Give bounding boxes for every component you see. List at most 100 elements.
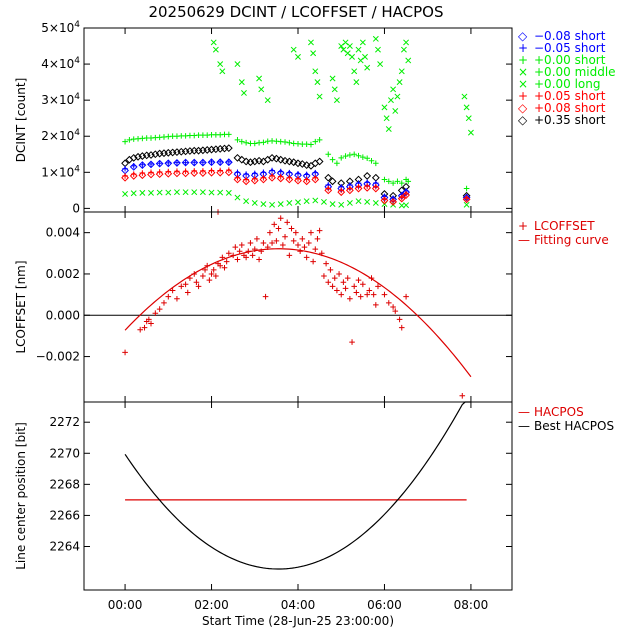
data-point bbox=[363, 183, 372, 192]
data-point bbox=[213, 273, 219, 279]
data-point bbox=[267, 229, 273, 236]
y-tick-label: 0.002 bbox=[46, 267, 80, 281]
legend-marker: + bbox=[518, 219, 528, 233]
data-point bbox=[392, 108, 399, 114]
panel-lcoffset-content: −0.002 0.000 0.002 0.004 + LCOFFSET — Fitting c… bbox=[36, 209, 609, 402]
data-point bbox=[148, 189, 154, 196]
data-point bbox=[238, 242, 245, 248]
data-point bbox=[461, 93, 468, 100]
data-point bbox=[219, 68, 226, 75]
series bbox=[121, 144, 471, 200]
panel-lcoffset-ylabel: LCOFFSET [nm] bbox=[14, 260, 28, 353]
data-point bbox=[122, 191, 129, 197]
y-tick-label: 5×104 bbox=[41, 20, 80, 35]
data-point bbox=[190, 169, 199, 177]
data-point bbox=[336, 271, 342, 277]
data-point bbox=[398, 180, 405, 186]
data-point bbox=[130, 163, 137, 169]
data-point bbox=[308, 229, 314, 236]
data-point bbox=[206, 277, 213, 283]
data-point bbox=[342, 153, 349, 159]
data-point bbox=[155, 159, 164, 168]
data-point bbox=[234, 194, 241, 201]
data-point bbox=[372, 35, 379, 42]
data-point bbox=[462, 195, 471, 204]
data-point bbox=[298, 160, 307, 168]
data-point bbox=[380, 196, 389, 205]
data-point bbox=[178, 283, 185, 290]
data-point bbox=[258, 86, 265, 93]
data-point bbox=[191, 189, 198, 196]
data-point bbox=[217, 262, 223, 269]
data-point bbox=[233, 153, 242, 162]
data-point bbox=[258, 248, 265, 255]
data-point bbox=[224, 144, 233, 153]
data-point bbox=[237, 155, 246, 164]
data-point bbox=[385, 300, 392, 306]
data-point bbox=[146, 316, 152, 323]
data-point bbox=[269, 167, 275, 174]
x-tick-label: 08:00 bbox=[454, 598, 489, 612]
data-point bbox=[191, 159, 198, 166]
data-point bbox=[260, 240, 267, 246]
data-point bbox=[268, 153, 276, 162]
data-point bbox=[366, 287, 373, 294]
data-point bbox=[312, 169, 319, 176]
data-point bbox=[260, 169, 267, 176]
data-point bbox=[198, 158, 207, 167]
data-point bbox=[467, 129, 474, 136]
data-point bbox=[216, 158, 225, 167]
data-point bbox=[174, 295, 180, 302]
data-point bbox=[139, 189, 146, 196]
data-point bbox=[329, 283, 336, 290]
data-point bbox=[207, 168, 216, 177]
data-point bbox=[293, 229, 299, 236]
data-point bbox=[286, 139, 293, 146]
data-point bbox=[295, 170, 301, 177]
data-point bbox=[314, 79, 321, 86]
data-point bbox=[155, 170, 164, 179]
data-point bbox=[165, 168, 172, 175]
data-point bbox=[344, 275, 351, 281]
data-point bbox=[338, 291, 345, 298]
legend-marker: — bbox=[518, 405, 530, 419]
data-point bbox=[353, 79, 360, 86]
data-point bbox=[243, 198, 250, 205]
data-point bbox=[275, 225, 282, 232]
panel-hacpos-content: 2264 2266 2268 2270 2272 00:00 02:00 04:00 06:00… bbox=[49, 401, 614, 612]
data-point bbox=[182, 281, 189, 288]
data-point bbox=[147, 160, 155, 169]
data-point bbox=[355, 277, 362, 283]
legend-label: +0.05 short bbox=[534, 89, 606, 103]
legend-label: −0.08 short bbox=[534, 29, 606, 43]
data-point bbox=[346, 200, 353, 206]
data-point bbox=[198, 169, 207, 177]
legend-marker: ◇ bbox=[518, 101, 528, 115]
data-point bbox=[152, 310, 159, 316]
legend-marker: + bbox=[518, 53, 528, 67]
data-point bbox=[174, 168, 180, 175]
data-point bbox=[357, 293, 364, 300]
data-point bbox=[280, 242, 286, 248]
data-point bbox=[295, 53, 301, 60]
data-point bbox=[355, 46, 362, 53]
y-tick-label: 2268 bbox=[49, 477, 80, 491]
data-point bbox=[311, 175, 320, 184]
data-point bbox=[346, 43, 353, 49]
data-point bbox=[321, 273, 327, 279]
data-point bbox=[269, 201, 276, 208]
data-point bbox=[234, 137, 241, 143]
data-point bbox=[193, 279, 200, 286]
data-point bbox=[347, 295, 353, 302]
data-point bbox=[302, 161, 311, 170]
data-point bbox=[392, 308, 399, 314]
legend-marker: ◇ bbox=[518, 113, 528, 127]
legend-label: Fitting curve bbox=[534, 233, 609, 247]
legend-marker: × bbox=[518, 65, 528, 79]
data-point bbox=[338, 43, 345, 49]
data-point bbox=[242, 157, 251, 166]
data-point bbox=[212, 46, 219, 53]
data-point bbox=[200, 159, 206, 166]
data-point bbox=[286, 252, 293, 259]
data-point bbox=[121, 173, 129, 182]
